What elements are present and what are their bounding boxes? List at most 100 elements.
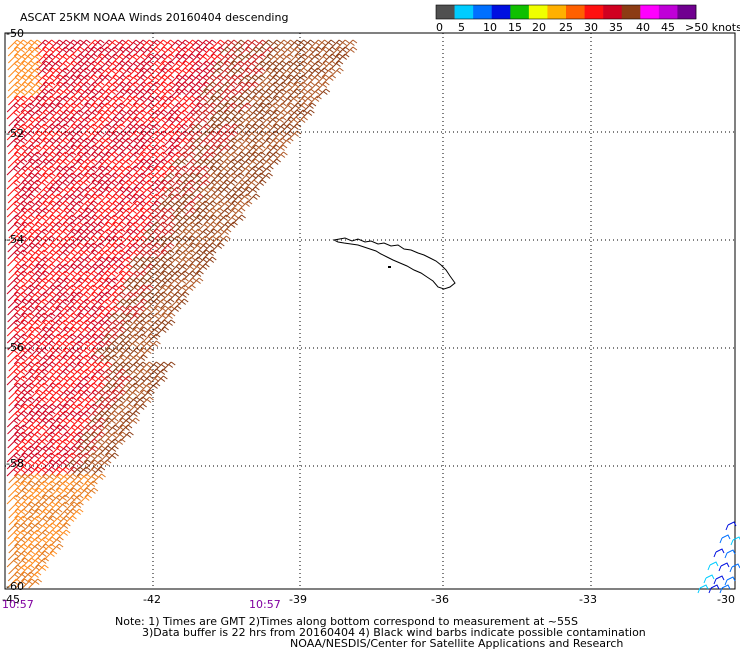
- wind-barb: [27, 186, 42, 197]
- wind-barb: [259, 95, 273, 106]
- wind-barb: [35, 228, 49, 239]
- wind-barb: [708, 584, 720, 594]
- wind-barb: [301, 88, 315, 99]
- wind-barb: [56, 74, 70, 85]
- wind-barb: [161, 207, 175, 218]
- wind-barb: [69, 480, 84, 491]
- wind-barb: [111, 249, 126, 260]
- map-title: ASCAT 25KM NOAA Winds 20160404 descendin…: [20, 11, 288, 24]
- lat-tick-labels: -50 -52 -54 -56 -58 -60: [6, 27, 24, 593]
- wind-barb: [20, 396, 35, 407]
- wind-barb: [27, 228, 42, 239]
- wind-barb: [69, 494, 84, 505]
- wind-barb: [719, 534, 731, 544]
- wind-barb: [104, 340, 119, 351]
- wind-barb: [146, 382, 161, 393]
- lon-label: -42: [143, 593, 161, 606]
- wind-barb: [209, 158, 224, 169]
- wind-barb: [153, 298, 168, 309]
- wind-barb: [77, 298, 91, 309]
- wind-barb: [160, 172, 175, 183]
- wind-barb: [21, 550, 36, 561]
- wind-barb: [41, 263, 56, 274]
- wind-barb: [21, 466, 36, 477]
- wind-barb: [84, 319, 98, 330]
- wind-barb: [13, 88, 28, 99]
- wind-barb: [174, 165, 189, 176]
- wind-barb: [105, 410, 119, 421]
- wind-barb: [84, 200, 98, 211]
- wind-barb: [48, 193, 63, 204]
- wind-barb: [27, 571, 42, 582]
- wind-barb: [112, 228, 126, 239]
- wind-barb: [195, 165, 210, 176]
- wind-barb: [63, 515, 77, 526]
- wind-barb: [20, 102, 35, 113]
- wind-barb: [167, 277, 182, 288]
- wind-barb: [83, 452, 98, 463]
- wind-barb: [321, 67, 336, 78]
- wind-barb: [272, 60, 287, 71]
- wind-barb: [210, 221, 225, 232]
- lat-label: -58: [6, 457, 24, 470]
- wind-barb: [140, 256, 155, 267]
- wind-barb: [118, 60, 133, 71]
- wind-barb: [245, 116, 259, 127]
- colorbar: 0 5 10 15 20 25 30 35 40 45 >50 knots: [435, 4, 740, 34]
- wind-barb: [6, 130, 21, 141]
- wind-barb: [154, 158, 168, 169]
- wind-barb: [98, 228, 113, 239]
- wind-barbs-west-swath: [6, 39, 358, 589]
- wind-barb: [84, 235, 98, 246]
- wind-barb: [13, 46, 28, 57]
- wind-barb: [97, 298, 112, 309]
- wind-barb: [119, 417, 133, 428]
- wind-barb: [90, 438, 105, 449]
- wind-barb: [35, 403, 50, 414]
- wind-barb: [63, 396, 77, 407]
- wind-barb: [6, 494, 21, 505]
- wind-barb: [161, 158, 175, 169]
- wind-barb: [713, 575, 725, 585]
- wind-barb: [175, 67, 190, 78]
- wind-barb: [97, 46, 112, 57]
- wind-barb: [6, 102, 21, 113]
- wind-barb: [125, 305, 140, 316]
- wind-barb: [91, 60, 105, 71]
- wind-barb: [139, 361, 154, 372]
- wind-barb: [160, 298, 175, 309]
- colorbar-swatch: [658, 5, 678, 19]
- wind-barb: [77, 270, 91, 281]
- wind-barb: [286, 95, 301, 106]
- wind-barb: [140, 151, 154, 162]
- wind-barb: [13, 529, 28, 540]
- wind-barb: [13, 291, 28, 302]
- wind-barb: [49, 221, 63, 232]
- wind-barb: [98, 424, 112, 435]
- colorbar-swatch: [677, 5, 697, 19]
- wind-barb: [6, 417, 21, 428]
- wind-barb: [49, 95, 63, 106]
- wind-barb: [14, 466, 28, 477]
- wind-barb: [69, 109, 84, 120]
- wind-barb: [14, 396, 28, 407]
- colorbar-swatch: [621, 5, 641, 19]
- wind-barb: [77, 305, 91, 316]
- colorbar-label: 30: [584, 21, 598, 34]
- wind-barb: [118, 424, 133, 435]
- wind-barb: [188, 228, 203, 239]
- wind-barb: [27, 151, 42, 162]
- wind-barb: [8, 74, 23, 85]
- colorbar-label: 25: [559, 21, 573, 34]
- wind-barb: [20, 473, 35, 484]
- wind-barb: [84, 270, 99, 281]
- wind-barb: [21, 214, 35, 225]
- wind-barb: [104, 214, 119, 225]
- wind-barb: [111, 382, 126, 393]
- wind-barb: [83, 158, 98, 169]
- wind-barb: [335, 39, 350, 50]
- wind-barb: [13, 214, 28, 225]
- wind-barb: [294, 46, 309, 57]
- wind-barb: [730, 536, 740, 546]
- colorbar-label: 40: [636, 21, 650, 34]
